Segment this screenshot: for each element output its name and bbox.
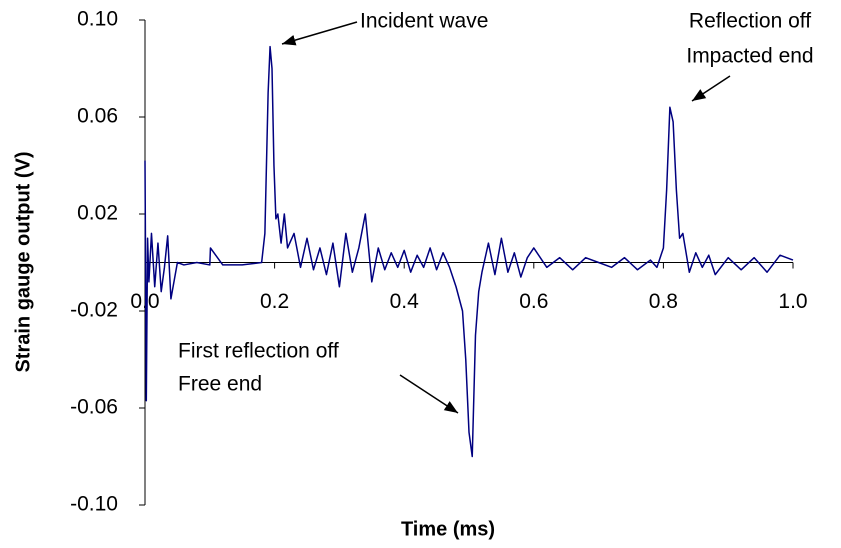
- annotation-arrow: [281, 21, 358, 46]
- annotation-arrow: [691, 75, 731, 102]
- x-tick-label: 0.0: [130, 290, 159, 313]
- annotation: Free end: [178, 373, 262, 396]
- y-tick-label: 0.06: [77, 105, 118, 128]
- y-tick-label: 0.10: [77, 8, 118, 31]
- x-axis-title: Time (ms): [401, 518, 495, 540]
- x-tick-label: 1.0: [778, 290, 807, 313]
- y-tick-label: 0.02: [77, 202, 118, 225]
- data-line: [144, 45, 794, 458]
- annotation-arrow: [399, 374, 459, 414]
- x-tick-label: 0.2: [260, 290, 289, 313]
- x-tick-label: 0.6: [519, 290, 548, 313]
- y-tick-label: -0.06: [70, 396, 118, 419]
- x-tick-label: 0.4: [390, 290, 420, 313]
- annotation: Incident wave: [360, 10, 488, 33]
- annotation: First reflection off: [178, 340, 339, 363]
- y-tick-label: -0.10: [70, 493, 118, 516]
- y-axis-title: Strain gauge output (V): [12, 151, 34, 372]
- x-tick-label: 0.8: [649, 290, 678, 313]
- y-tick-label: -0.02: [70, 299, 118, 322]
- annotation: Reflection off: [689, 10, 811, 33]
- annotation: Impacted end: [686, 45, 813, 68]
